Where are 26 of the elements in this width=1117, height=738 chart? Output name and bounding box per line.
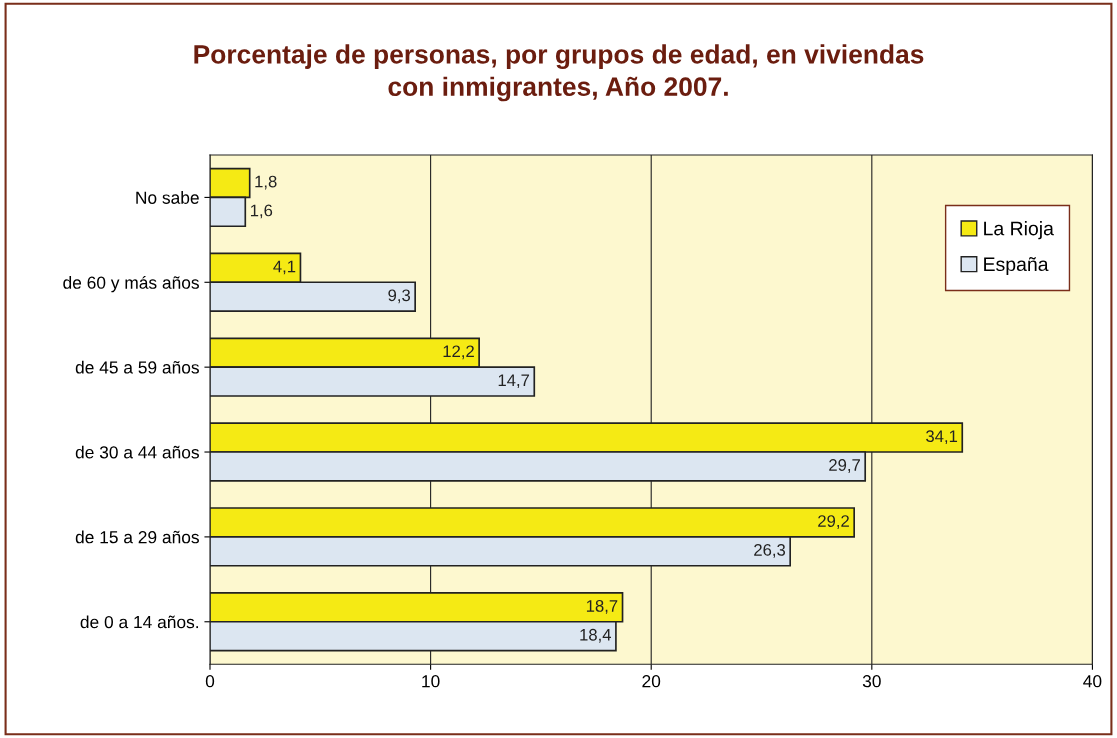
legend-label: La Rioja [984,221,1054,240]
data-label: 14,7 [498,374,530,389]
y-tick-label: No sabe [136,191,199,204]
x-tick-label: 30 [862,675,881,688]
data-label: 18,4 [580,628,612,643]
data-label: 29,2 [818,515,849,529]
x-tick-label: 0 [205,675,215,688]
y-tick-label: de 0 a 14 años. [80,615,199,629]
y-tick-label: de 60 y más años [63,275,199,293]
data-label: 34,1 [926,430,958,445]
data-label: 18,7 [586,600,618,614]
x-tick-label: 10 [422,675,440,688]
data-label: 26,3 [754,543,786,558]
data-label: 1,6 [250,204,273,219]
data-label: 4,1 [273,260,296,275]
x-tick-label: 20 [642,675,661,688]
y-tick-label: de 45 a 59 años [75,360,199,374]
x-tick-label: 40 [1083,675,1102,688]
y-tick-label: de 30 a 44 años [75,445,199,459]
data-label: 9,3 [388,289,411,304]
data-label: 1,8 [255,175,277,190]
legend-label: España [984,256,1049,275]
chart-title: Porcentaje de personas, por grupos de edad, en viviendas con inmigrantes, Año 2007. [194,44,924,102]
data-label: 12,2 [443,345,474,360]
y-tick-label: de 15 a 29 años [75,530,199,544]
data-label: 29,7 [829,459,860,473]
